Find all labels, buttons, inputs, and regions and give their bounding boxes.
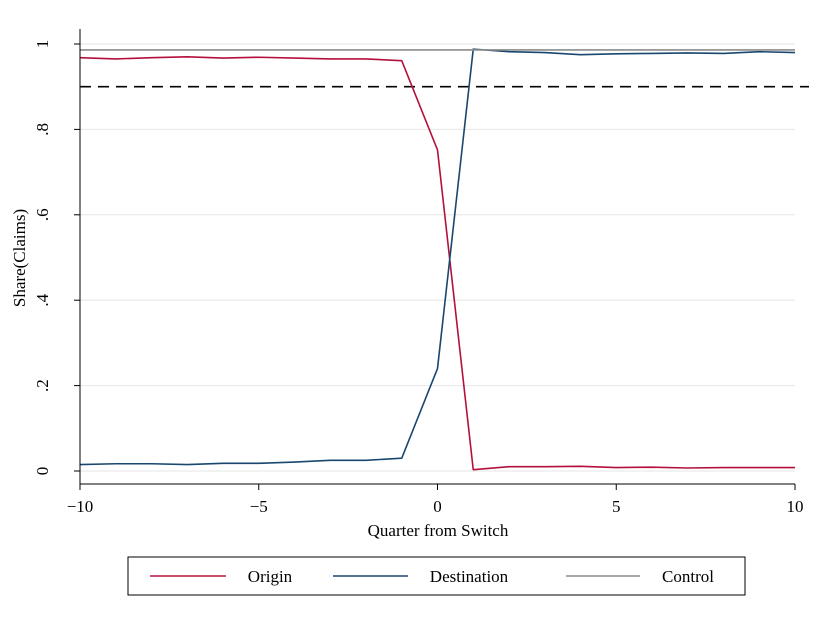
y-tick-label-5: 1 <box>33 40 52 49</box>
x-tick-label-4: 10 <box>787 497 804 516</box>
x-tick-label-3: 5 <box>612 497 621 516</box>
y-tick-label-0: 0 <box>33 467 52 476</box>
y-tick-label-1: .2 <box>33 379 52 392</box>
legend: Origin Destination Control <box>127 556 746 596</box>
legend-label-control: Control <box>662 567 714 586</box>
series-line-destination <box>79 48 796 466</box>
grid-layer <box>80 43 795 472</box>
x-tick-label-1: −5 <box>250 497 268 516</box>
y-axis-title: Share(Claims) <box>10 209 29 307</box>
series-layer <box>79 48 796 471</box>
legend-label-destination: Destination <box>430 567 509 586</box>
series-line-origin <box>79 56 795 471</box>
y-tick-label-4: .8 <box>33 123 52 136</box>
x-tick-label-2: 0 <box>433 497 442 516</box>
y-tick-label-3: .6 <box>33 208 52 221</box>
legend-label-origin: Origin <box>248 567 293 586</box>
legend-box <box>127 556 746 596</box>
x-tick-label-0: −10 <box>67 497 94 516</box>
x-axis-title: Quarter from Switch <box>368 521 509 540</box>
axis-labels-layer: Quarter from Switch Share(Claims) <box>10 209 509 540</box>
axes-layer: 0 .2 .4 .6 .8 1 −10 −5 0 5 10 <box>33 29 804 516</box>
y-tick-label-2: .4 <box>33 293 52 306</box>
